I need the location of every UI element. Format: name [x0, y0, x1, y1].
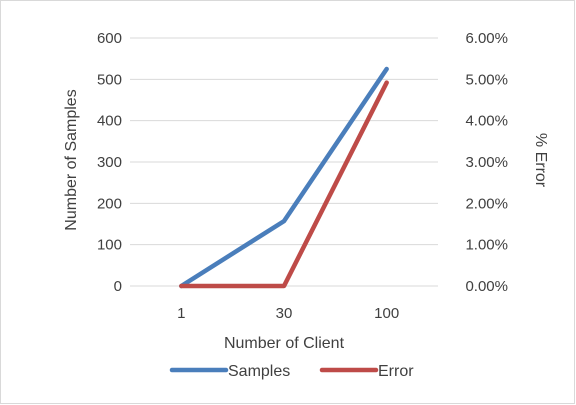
left-tick-label: 600: [97, 30, 122, 47]
left-tick-label: 100: [97, 237, 122, 254]
x-axis-label: Number of Client: [224, 335, 345, 352]
grid-lines: [130, 37, 438, 287]
legend-label-error: Error: [378, 363, 414, 380]
left-axis-ticks: 0 100 200 300 400 500 600: [97, 30, 122, 295]
series-lines: [179, 66, 389, 289]
x-axis-ticks: 1 30 100: [177, 305, 399, 322]
right-axis-label: % Error: [532, 133, 549, 188]
right-axis-ticks: 0.00% 1.00% 2.00% 3.00% 4.00% 5.00% 6.00%: [465, 30, 508, 295]
right-tick-label: 6.00%: [465, 30, 508, 47]
x-tick-label: 30: [276, 305, 293, 322]
legend: Samples Error: [169, 363, 414, 380]
series-line-samples: [179, 66, 389, 289]
left-tick-label: 500: [97, 71, 122, 88]
series-line-error: [179, 80, 389, 289]
right-tick-label: 0.00%: [465, 278, 508, 295]
left-tick-label: 300: [97, 154, 122, 171]
x-tick-label: 1: [177, 305, 185, 322]
left-tick-label: 200: [97, 195, 122, 212]
right-tick-label: 2.00%: [465, 195, 508, 212]
right-tick-label: 4.00%: [465, 113, 508, 130]
x-tick-label: 100: [374, 305, 399, 322]
legend-label-samples: Samples: [228, 363, 290, 380]
right-tick-label: 1.00%: [465, 237, 508, 254]
left-tick-label: 400: [97, 113, 122, 130]
left-axis-label: Number of Samples: [63, 89, 80, 230]
right-tick-label: 3.00%: [465, 154, 508, 171]
right-tick-label: 5.00%: [465, 71, 508, 88]
left-tick-label: 0: [114, 278, 122, 295]
